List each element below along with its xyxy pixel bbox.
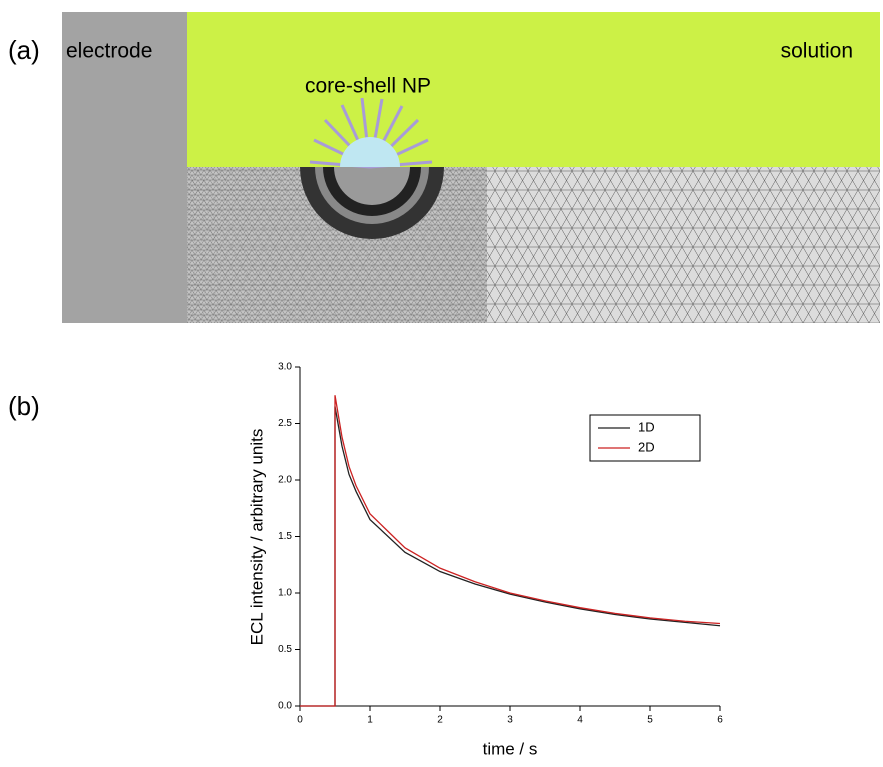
panel-label: (b): [8, 391, 40, 421]
y-axis-label: ECL intensity / arbitrary units: [247, 429, 266, 646]
legend-label: 1D: [638, 419, 655, 434]
solution: [187, 12, 880, 167]
y-tick-label: 0.5: [278, 644, 292, 655]
y-tick-label: 1.0: [278, 588, 292, 599]
particle-label: core-shell NP: [305, 75, 431, 98]
solution-label: solution: [781, 40, 853, 63]
legend-label: 2D: [638, 439, 655, 454]
electrode-label: electrode: [66, 40, 152, 63]
x-tick-label: 0: [297, 715, 303, 726]
y-tick-label: 3.0: [278, 362, 292, 373]
y-tick-label: 0.0: [278, 701, 292, 712]
figure: (a) electrode solution core-shell NP (b)…: [0, 0, 883, 767]
x-tick-label: 1: [367, 715, 373, 726]
y-tick-label: 2.5: [278, 418, 292, 429]
panel-label: (a): [8, 35, 40, 65]
page: {"panel_a": {"label": "(a)", "electrode"…: [0, 0, 883, 767]
x-tick-label: 5: [647, 715, 653, 726]
x-tick-label: 6: [717, 715, 723, 726]
x-axis-label: time / s: [483, 739, 538, 758]
panel-a: (a) electrode solution core-shell NP: [8, 12, 880, 323]
y-tick-label: 1.5: [278, 531, 292, 542]
y-tick-label: 2.0: [278, 475, 292, 486]
x-tick-label: 3: [507, 715, 513, 726]
x-tick-label: 4: [577, 715, 583, 726]
x-tick-label: 2: [437, 715, 443, 726]
